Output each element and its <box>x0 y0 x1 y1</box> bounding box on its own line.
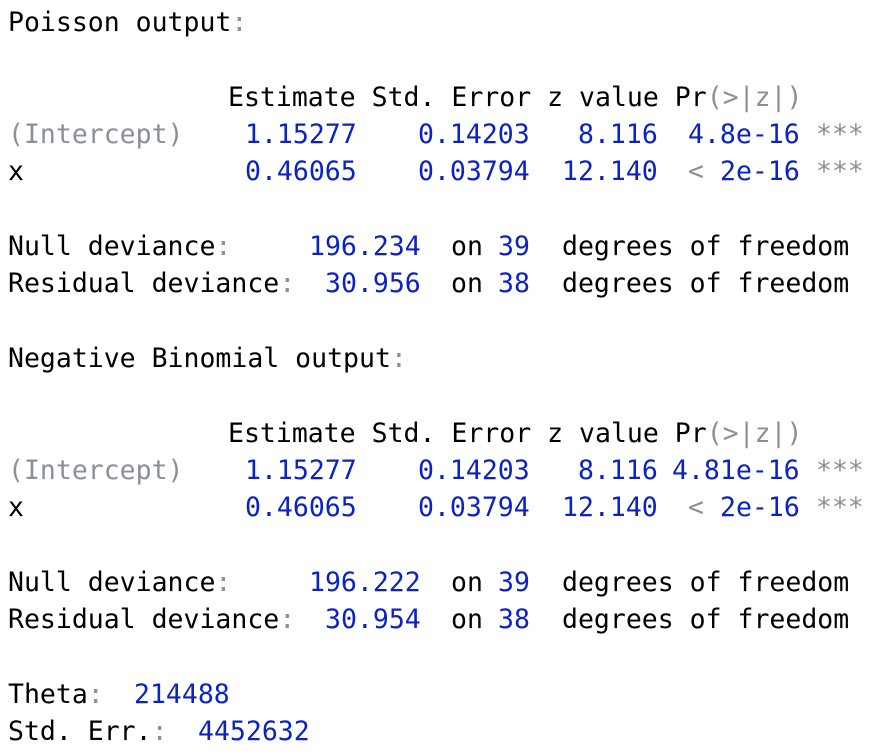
z-value: 8.116 <box>578 455 658 486</box>
p-value: 4.81e-16 <box>672 455 800 486</box>
std-err-line: Std. Err.: 4452632 <box>8 713 310 750</box>
coef-name: x <box>8 156 24 187</box>
df-suffix: degrees of freedom <box>562 567 850 598</box>
negbin-null-deviance: Null deviance: 196.222 on 39 degrees of free… <box>8 564 849 601</box>
theta-line: Theta: 214488 <box>8 676 230 713</box>
estimate-header: Estimate <box>228 82 356 113</box>
significance-stars: *** <box>816 156 864 187</box>
std-error-value: 0.14203 <box>418 455 530 486</box>
poisson-null-deviance: Null deviance: 196.234 on 39 degrees of free… <box>8 228 849 265</box>
std-err-label: Std. Err. <box>8 716 152 747</box>
on-text: on <box>451 231 483 262</box>
p-value: 4.8e-16 <box>688 119 800 150</box>
pr-header: Pr <box>674 82 707 113</box>
poisson-row-x: x 0.46065 0.03794 12.140 <2e-16 *** <box>8 153 864 190</box>
p-value: 2e-16 <box>720 492 800 523</box>
z-value-header: z value <box>547 82 659 113</box>
poisson-row-intercept: (Intercept) 1.15277 0.14203 8.116 4.8e-16 *** <box>8 116 864 153</box>
p-less-than: < <box>688 492 704 523</box>
z-value: 8.116 <box>578 119 658 150</box>
deviance-label: Residual deviance <box>8 268 280 299</box>
p-value: 2e-16 <box>720 156 800 187</box>
negbin-coef-header: Estimate Std. Error z value Pr(>|z|) <box>8 415 802 452</box>
significance-stars: *** <box>816 119 864 150</box>
theta-value: 214488 <box>134 679 230 710</box>
z-value: 12.140 <box>562 492 658 523</box>
deviance-label: Null deviance <box>8 231 216 262</box>
df-value: 38 <box>498 604 530 635</box>
deviance-value: 30.954 <box>325 604 421 635</box>
theta-label: Theta <box>8 679 88 710</box>
std-err-value: 4452632 <box>198 716 310 747</box>
df-value: 39 <box>498 231 530 262</box>
std-error-value: 0.03794 <box>418 492 530 523</box>
std-error-value: 0.14203 <box>418 119 530 150</box>
on-text: on <box>451 567 483 598</box>
pr-args: (>|z|) <box>706 418 803 449</box>
deviance-value: 196.222 <box>309 567 421 598</box>
estimate-value: 0.46065 <box>245 492 357 523</box>
df-value: 38 <box>498 268 530 299</box>
negbin-residual-deviance: Residual deviance: 30.954 on 38 degrees of f… <box>8 601 849 638</box>
negbin-title: Negative Binomial output: <box>8 343 407 374</box>
pr-args: (>|z|) <box>706 82 803 113</box>
estimate-value: 1.15277 <box>245 119 357 150</box>
p-less-than: < <box>688 156 704 187</box>
df-value: 39 <box>498 567 530 598</box>
pr-header: Pr <box>674 418 707 449</box>
deviance-value: 196.234 <box>309 231 421 262</box>
z-value-header: z value <box>547 418 659 449</box>
df-suffix: degrees of freedom <box>562 604 850 635</box>
significance-stars: *** <box>816 492 864 523</box>
coef-name: (Intercept) <box>8 455 184 486</box>
df-suffix: degrees of freedom <box>562 231 850 262</box>
negbin-title-text: Negative Binomial output <box>8 343 391 374</box>
estimate-value: 0.46065 <box>245 156 357 187</box>
significance-stars: *** <box>816 455 864 486</box>
on-text: on <box>451 604 483 635</box>
z-value: 12.140 <box>562 156 658 187</box>
deviance-label: Null deviance <box>8 567 216 598</box>
poisson-title: Poisson output: <box>8 7 248 38</box>
poisson-title-text: Poisson output <box>8 7 232 38</box>
deviance-label: Residual deviance <box>8 604 280 635</box>
poisson-residual-deviance: Residual deviance: 30.956 on 38 degrees of f… <box>8 265 849 302</box>
estimate-value: 1.15277 <box>245 455 357 486</box>
coef-name: x <box>8 492 24 523</box>
negbin-row-x: x 0.46065 0.03794 12.140 <2e-16 *** <box>8 489 864 526</box>
std-error-value: 0.03794 <box>418 156 530 187</box>
negbin-row-intercept: (Intercept) 1.15277 0.14203 8.116 4.81e-16 **… <box>8 452 864 489</box>
coef-name: (Intercept) <box>8 119 184 150</box>
on-text: on <box>451 268 483 299</box>
std-error-header: Std. Error <box>371 418 532 449</box>
df-suffix: degrees of freedom <box>562 268 850 299</box>
poisson-coef-header: Estimate Std. Error z value Pr(>|z|) <box>8 79 802 116</box>
estimate-header: Estimate <box>228 418 356 449</box>
std-error-header: Std. Error <box>371 82 532 113</box>
deviance-value: 30.956 <box>325 268 421 299</box>
